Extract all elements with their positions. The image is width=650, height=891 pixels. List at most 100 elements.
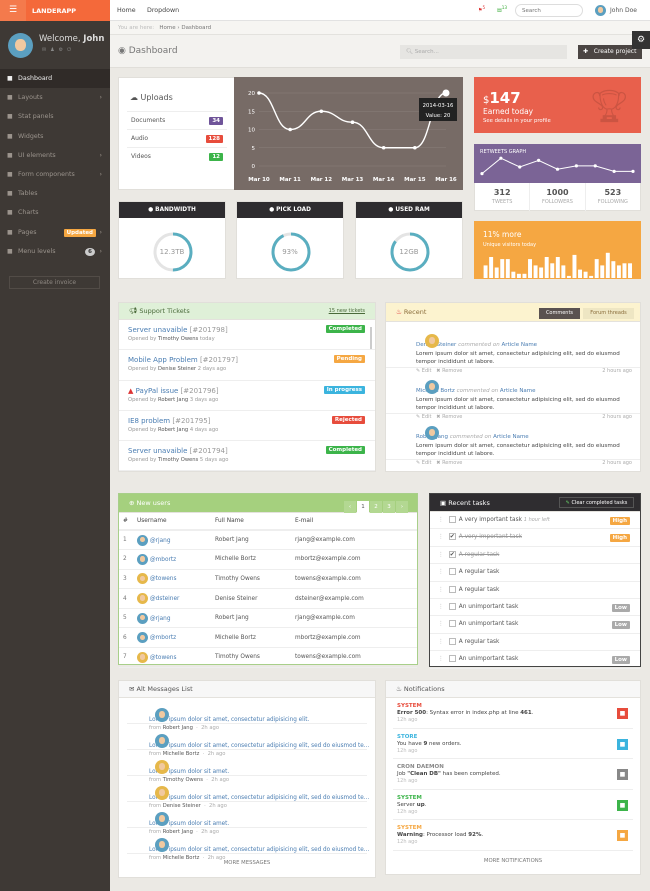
ticket-item[interactable]: Server unavaible [#201798] Opened by Tim…: [119, 320, 375, 351]
data-point[interactable]: [257, 91, 261, 95]
task-item[interactable]: ⋮ A regular task: [430, 634, 640, 652]
task-item[interactable]: ⋮ An unimportant task Low: [430, 616, 640, 634]
upload-item[interactable]: Documents 34: [127, 111, 227, 129]
task-item[interactable]: ⋮ A very important task 1 hour left High: [430, 512, 640, 530]
upload-item[interactable]: Videos 12: [127, 147, 227, 165]
ticket-item[interactable]: IE8 problem [#201795] Opened by Robert J…: [119, 411, 375, 442]
avatar[interactable]: [425, 380, 439, 394]
top-search-input[interactable]: [515, 4, 583, 17]
article-link[interactable]: Article Name: [501, 342, 538, 348]
table-row[interactable]: 5 @rjang Robert Jang rjang@example.com: [119, 608, 417, 628]
edit-link[interactable]: ✎ Edit: [416, 460, 431, 466]
task-checkbox[interactable]: [448, 620, 456, 628]
notification-item[interactable]: SYSTEM Server up. 12h ago ■: [393, 790, 633, 820]
data-point[interactable]: [288, 127, 292, 132]
username-link[interactable]: @towens: [149, 576, 177, 583]
task-item[interactable]: ⋮ A regular task: [430, 564, 640, 582]
nav-dropdown[interactable]: Dropdown: [147, 7, 180, 14]
task-checkbox[interactable]: [448, 602, 456, 610]
task-checkbox[interactable]: [448, 516, 456, 523]
sidebar-item-charts[interactable]: ■ Charts: [0, 203, 110, 222]
notification-item[interactable]: SYSTEM Error 500: Syntax error in index.…: [393, 698, 633, 729]
remove-link[interactable]: ✖ Remove: [436, 414, 462, 420]
create-invoice-button[interactable]: Create invoice: [9, 276, 100, 289]
page-search-input[interactable]: 🔍︎ Search...: [400, 45, 567, 59]
scrollbar[interactable]: [370, 327, 372, 349]
message-item[interactable]: Lorem ipsum dolor sit amet. from Robert …: [127, 802, 367, 835]
nav-home[interactable]: Home: [117, 7, 136, 14]
page-2[interactable]: 2: [370, 501, 382, 513]
profile-icons[interactable]: ✉♟⚙⏻: [42, 47, 76, 53]
user-avatar[interactable]: [595, 5, 606, 16]
task-item[interactable]: ⋮ An unimportant task Low: [430, 599, 640, 617]
sidebar-item-menu-levels[interactable]: ■ Menu levels 6 ›: [0, 242, 110, 261]
table-row[interactable]: 3 @towens Timothy Owens towens@example.c…: [119, 569, 417, 589]
sidebar-item-pages[interactable]: ■ Pages Updated ›: [0, 223, 110, 242]
page-prev[interactable]: ‹: [344, 501, 356, 513]
username-link[interactable]: @mbortz: [149, 556, 177, 563]
settings-gears-icon[interactable]: ⚙: [632, 31, 650, 49]
task-checkbox[interactable]: [448, 585, 456, 593]
message-item[interactable]: Lorem ipsum dolor sit amet, consectetur …: [127, 776, 369, 809]
ticket-item[interactable]: Server unavaible [#201794] Opened by Tim…: [119, 441, 375, 472]
user-menu[interactable]: John Doe: [610, 7, 637, 14]
task-item[interactable]: ⋮ A regular task: [430, 582, 640, 599]
sidebar-item-tables[interactable]: ■ Tables: [0, 184, 110, 203]
table-row[interactable]: 2 @mbortz Michelle Bortz mbortz@example.…: [119, 550, 417, 570]
table-row[interactable]: 1 @rjang Robert Jang rjang@example.com: [119, 530, 417, 550]
drag-handle-icon[interactable]: ⋮: [438, 638, 444, 645]
ticket-title[interactable]: Server unavaible: [128, 447, 188, 456]
data-point[interactable]: [319, 109, 324, 114]
table-row[interactable]: 7 @towens Timothy Owens towens@example.c…: [119, 648, 417, 668]
task-checkbox[interactable]: [448, 568, 456, 576]
brand-logo[interactable]: LANDERAPP: [32, 7, 77, 15]
drag-handle-icon[interactable]: ⋮: [438, 569, 444, 576]
page-next[interactable]: ›: [396, 501, 408, 513]
data-point[interactable]: [381, 145, 386, 150]
message-item[interactable]: Lorem ipsum dolor sit amet, consectetur …: [127, 724, 369, 757]
data-point[interactable]: [413, 145, 417, 150]
more-notifications-link[interactable]: MORE NOTIFICATIONS: [483, 857, 543, 864]
username-link[interactable]: @mbortz: [149, 635, 177, 642]
data-point[interactable]: [350, 120, 355, 124]
sidebar-item-dashboard[interactable]: ■ Dashboard: [0, 69, 110, 88]
upload-item[interactable]: Audio 128: [127, 129, 227, 147]
page-3[interactable]: 3: [383, 501, 395, 513]
task-item[interactable]: ⋮ ✔ A very important task High: [430, 529, 640, 547]
drag-handle-icon[interactable]: ⋮: [438, 534, 444, 541]
message-item[interactable]: Lorem ipsum dolor sit amet, consectetur …: [127, 698, 367, 731]
tab-forum-threads[interactable]: Forum threads: [583, 308, 634, 319]
drag-handle-icon[interactable]: ⋮: [438, 517, 444, 523]
message-item[interactable]: Lorem ipsum dolor sit amet, consectetur …: [127, 828, 369, 861]
task-checkbox[interactable]: ✔: [448, 533, 456, 541]
notification-item[interactable]: STORE You have 9 new orders. 12h ago ■: [393, 729, 633, 759]
more-messages-link[interactable]: MORE MESSAGES: [223, 860, 271, 866]
task-checkbox[interactable]: ✔: [448, 550, 456, 558]
notification-red-icon[interactable]: ⚑5: [478, 5, 486, 14]
sidebar-item-ui-elements[interactable]: ■ UI elements ›: [0, 146, 110, 165]
drag-handle-icon[interactable]: ⋮: [438, 603, 444, 610]
sidebar-item-stat-panels[interactable]: ■ Stat panels: [0, 107, 110, 126]
clear-completed-button[interactable]: ✎ Clear completed tasks: [559, 497, 634, 508]
ticket-title[interactable]: IE8 problem: [128, 416, 171, 425]
task-checkbox[interactable]: [448, 655, 456, 663]
avatar[interactable]: [425, 334, 439, 348]
edit-link[interactable]: ✎ Edit: [416, 368, 431, 374]
article-link[interactable]: Article Name: [499, 388, 536, 394]
page-1[interactable]: 1: [357, 501, 369, 513]
sidebar-item-widgets[interactable]: ■ Widgets: [0, 127, 110, 146]
ticket-title[interactable]: PayPal issue: [135, 386, 179, 395]
data-point[interactable]: [442, 89, 450, 97]
username-link[interactable]: @rjang: [149, 537, 171, 544]
tab-comments[interactable]: Comments: [539, 308, 580, 319]
sidebar-item-layouts[interactable]: ■ Layouts ›: [0, 88, 110, 107]
notification-item[interactable]: CRON DAEMON Job "Clean DB" has been comp…: [393, 759, 633, 790]
username-link[interactable]: @towens: [149, 654, 177, 661]
task-checkbox[interactable]: [448, 637, 456, 645]
edit-link[interactable]: ✎ Edit: [416, 414, 431, 420]
notification-green-icon[interactable]: ▤13: [497, 5, 508, 14]
ticket-item[interactable]: ▲ PayPal issue [#201796] Opened by Rober…: [119, 381, 375, 411]
drag-handle-icon[interactable]: ⋮: [438, 551, 444, 558]
ticket-title[interactable]: Server unavaible: [128, 326, 188, 334]
message-item[interactable]: Lorem ipsum dolor sit amet. from Timothy…: [127, 750, 367, 783]
